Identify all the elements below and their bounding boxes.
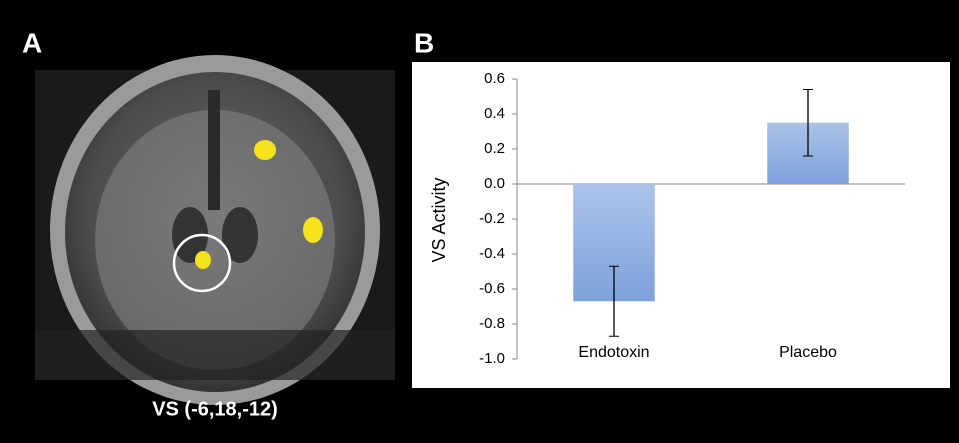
y-tick-label: 0.2 <box>484 140 505 157</box>
y-tick-label: -0.4 <box>479 245 505 262</box>
panel-label: A <box>22 27 42 58</box>
figure: A VS (-6,18,-12) B VS Activity -1.0 -0.8 -… <box>0 0 959 443</box>
y-tick-label: -0.2 <box>479 210 505 227</box>
y-tick-label: 0.6 <box>484 70 505 87</box>
y-tick-label: -0.6 <box>479 280 505 297</box>
activation-blob <box>254 140 276 160</box>
image-caption: VS (-6,18,-12) <box>152 398 278 420</box>
brain-image <box>35 55 395 405</box>
activation-blob <box>303 217 323 243</box>
x-tick-label: Placebo <box>779 344 837 361</box>
y-tick-label: 0.4 <box>484 105 505 122</box>
page: A VS (-6,18,-12) B VS Activity -1.0 -0.8 -… <box>0 0 959 443</box>
y-axis-label: VS Activity <box>429 177 449 262</box>
y-tick-label: 0.0 <box>484 175 505 192</box>
x-tick-label: Endotoxin <box>578 344 649 361</box>
activation-blob <box>195 251 211 269</box>
fissure <box>208 90 220 210</box>
lower-region <box>35 330 395 380</box>
panel-label: B <box>414 27 434 58</box>
y-tick-label: -0.8 <box>479 315 505 332</box>
y-tick-label: -1.0 <box>479 350 505 367</box>
